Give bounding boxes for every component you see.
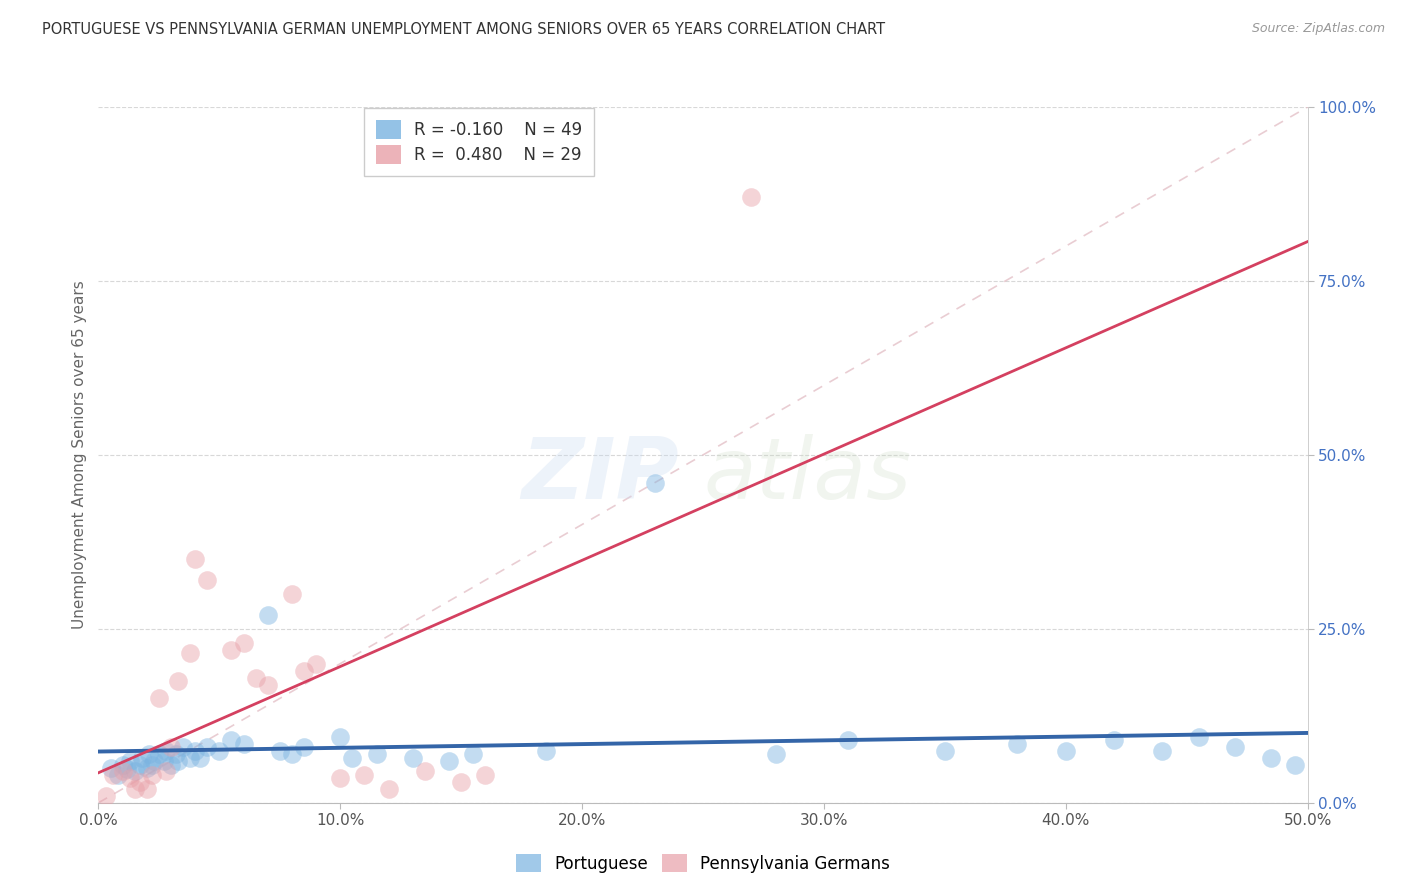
Point [179,646,201,660]
Y-axis label: Unemployment Among Seniors over 65 years: Unemployment Among Seniors over 65 years [72,281,87,629]
Point [534,744,557,758]
Point [208,744,231,758]
Point [437,754,460,768]
Text: ZIP: ZIP [522,434,679,517]
Point [377,781,399,796]
Point [1260,750,1282,764]
Point [292,740,315,755]
Point [195,740,218,755]
Point [256,677,278,691]
Point [131,750,153,764]
Point [167,754,190,768]
Point [165,747,187,761]
Point [152,754,174,768]
Point [1284,757,1306,772]
Point [402,750,425,764]
Point [94,789,117,803]
Point [100,761,122,775]
Point [111,757,134,772]
Point [353,768,375,782]
Text: Source: ZipAtlas.com: Source: ZipAtlas.com [1251,22,1385,36]
Point [160,757,183,772]
Legend: Portuguese, Pennsylvania Germans: Portuguese, Pennsylvania Germans [509,847,897,880]
Point [1102,733,1125,747]
Point [474,768,496,782]
Point [1152,744,1174,758]
Point [184,552,207,566]
Point [135,761,157,775]
Point [1007,737,1029,751]
Point [155,744,177,758]
Point [155,764,177,779]
Point [644,475,666,490]
Text: atlas: atlas [703,434,911,517]
Point [143,754,166,768]
Point [1188,730,1211,744]
Point [342,750,364,764]
Point [160,740,183,755]
Point [118,754,141,768]
Point [329,730,352,744]
Point [305,657,328,671]
Point [245,671,267,685]
Point [281,587,304,601]
Point [765,747,787,761]
Point [111,764,134,779]
Point [124,781,146,796]
Text: PORTUGUESE VS PENNSYLVANIA GERMAN UNEMPLOYMENT AMONG SENIORS OVER 65 YEARS CORRE: PORTUGUESE VS PENNSYLVANIA GERMAN UNEMPL… [42,22,886,37]
Point [1223,740,1246,755]
Point [172,740,194,755]
Legend: R = -0.160    N = 49, R =  0.480    N = 29: R = -0.160 N = 49, R = 0.480 N = 29 [364,109,595,176]
Point [837,733,859,747]
Point [329,772,352,786]
Point [740,190,762,204]
Point [118,772,141,786]
Point [141,757,163,772]
Point [256,607,278,622]
Point [221,642,243,657]
Point [232,737,254,751]
Point [221,733,243,747]
Point [135,781,157,796]
Point [141,768,163,782]
Point [934,744,956,758]
Point [463,747,485,761]
Point [101,768,124,782]
Point [195,573,218,587]
Point [184,744,207,758]
Point [107,768,129,782]
Point [269,744,291,758]
Point [232,636,254,650]
Point [117,763,139,777]
Point [138,747,160,761]
Point [128,757,150,772]
Point [366,747,388,761]
Point [148,747,170,761]
Point [124,764,146,779]
Point [292,664,315,678]
Point [281,747,304,761]
Point [167,674,190,689]
Point [188,750,211,764]
Point [450,775,472,789]
Point [128,775,150,789]
Point [179,750,201,764]
Point [413,764,436,779]
Point [1054,744,1077,758]
Point [148,691,170,706]
